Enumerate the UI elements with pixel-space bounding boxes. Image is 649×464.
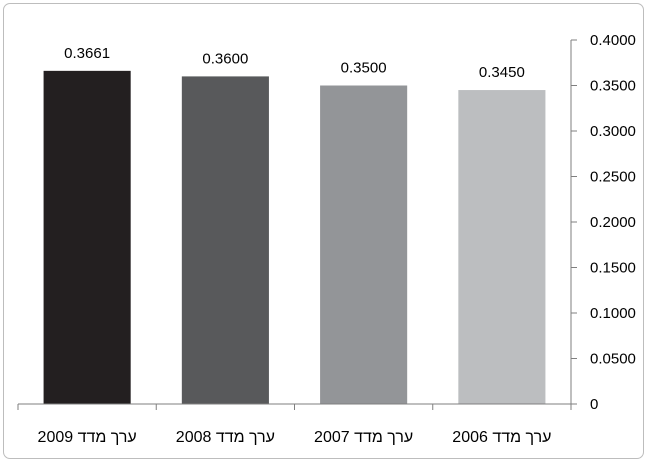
y-tick-label: 0.0500 bbox=[590, 351, 636, 368]
axes-group bbox=[17, 39, 577, 410]
bar bbox=[43, 70, 131, 404]
bar bbox=[320, 85, 408, 404]
category-label: ערך מדד 2008 bbox=[176, 429, 275, 446]
category-label: ערך מדד 2006 bbox=[452, 429, 551, 446]
category-label: ערך מדד 2007 bbox=[314, 429, 413, 446]
bars-group bbox=[43, 70, 546, 405]
y-tick-label: 0.1500 bbox=[590, 260, 636, 277]
y-tick-label: 0.4000 bbox=[590, 32, 636, 49]
bar bbox=[458, 90, 546, 405]
data-label: 0.3500 bbox=[341, 60, 387, 77]
y-tick-label: 0.1000 bbox=[590, 305, 636, 322]
y-tick-label: 0 bbox=[590, 396, 598, 413]
y-tick-label: 0.3500 bbox=[590, 78, 636, 95]
bar bbox=[181, 76, 269, 405]
y-tick-label: 0.2000 bbox=[590, 214, 636, 231]
y-tick-label: 0.2500 bbox=[590, 169, 636, 186]
data-label: 0.3661 bbox=[64, 45, 110, 62]
data-label: 0.3600 bbox=[202, 50, 248, 67]
y-tick-label: 0.3000 bbox=[590, 123, 636, 140]
labels-group: 0.3661 ערך מדד 2009 0.3600 ערך מדד 2008 0.35… bbox=[38, 32, 636, 446]
category-label: ערך מדד 2009 bbox=[38, 429, 137, 446]
data-label: 0.3450 bbox=[479, 64, 525, 81]
